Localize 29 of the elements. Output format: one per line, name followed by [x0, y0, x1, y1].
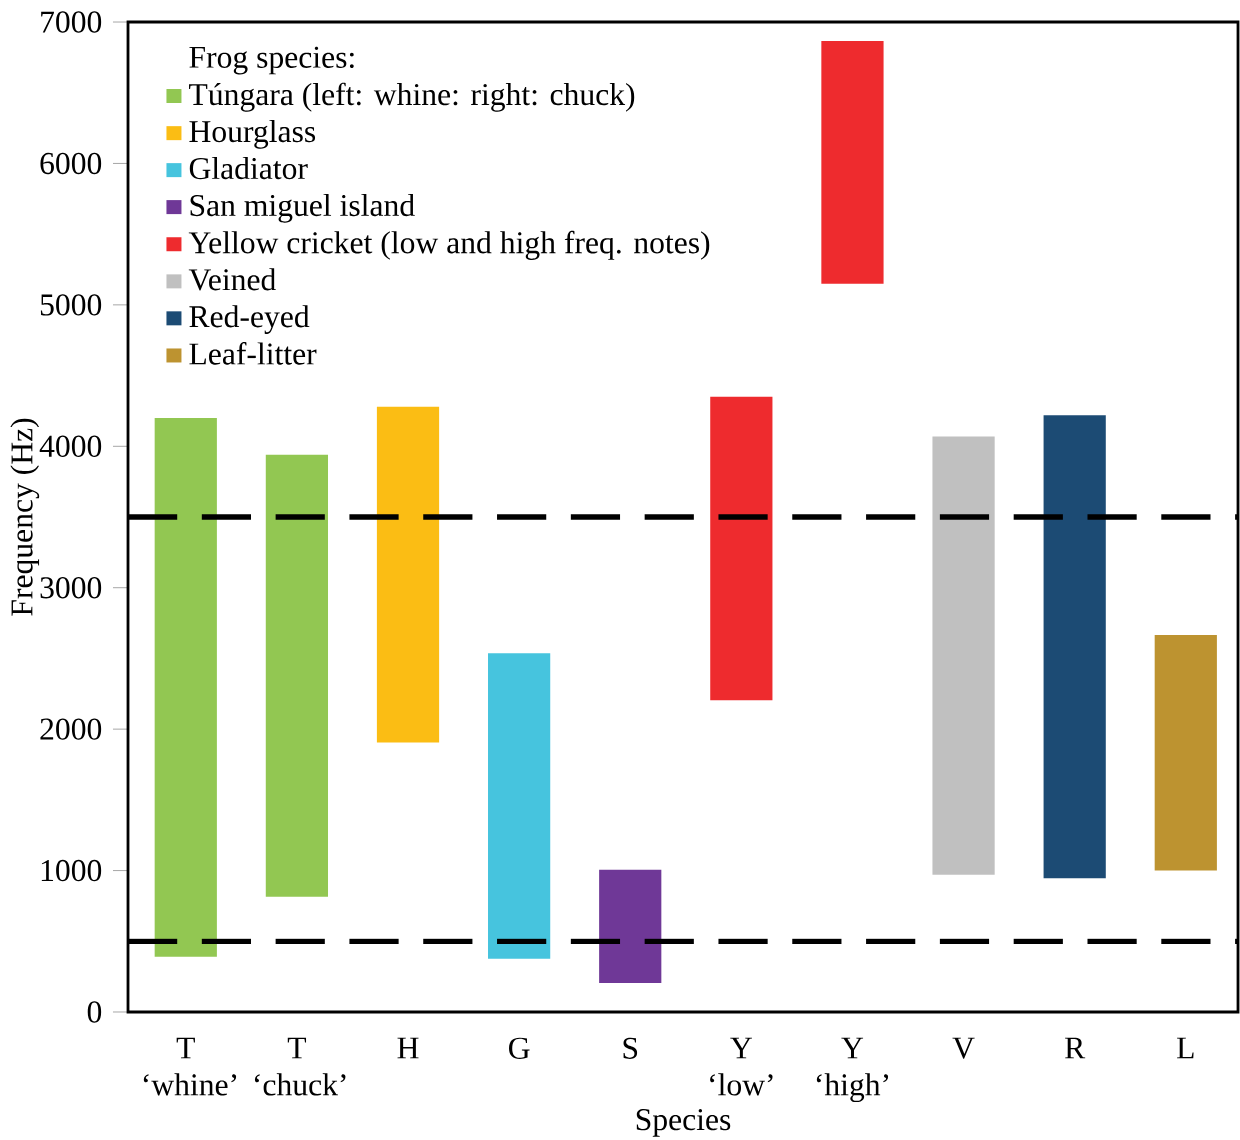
y-tick-label: 7000	[41, 11, 102, 33]
legend-label: Red-eyed	[189, 305, 310, 334]
y-tick-label: 2000	[40, 718, 102, 740]
legend-label: Túngara (left: whine: right: chuck)	[189, 82, 635, 112]
legend-label: Leaf-litter	[189, 342, 317, 365]
x-tick-label: G	[509, 1037, 530, 1059]
y-tick-label: 6000	[40, 152, 102, 175]
y-tick-label: 4000	[39, 435, 102, 457]
legend-label: Hourglass	[189, 119, 316, 149]
x-axis-title: Species	[636, 1109, 731, 1137]
legend-title: Frog species:	[189, 46, 354, 75]
x-tick-label: Y ‘low’	[710, 1037, 773, 1096]
y-axis-title: Frequency (Hz)	[10, 418, 40, 616]
legend-label: San miguel island	[190, 193, 415, 223]
y-tick-label: 5000	[40, 294, 102, 316]
legend-label: Gladiator	[189, 156, 308, 180]
x-tick-label: Y ‘high’	[816, 1037, 889, 1103]
x-tick-label: T ‘whine’	[143, 1037, 237, 1096]
legend-label: Veined	[188, 268, 276, 291]
x-tick-label: R	[1065, 1037, 1086, 1059]
y-tick-label: 3000	[40, 577, 102, 599]
x-tick-label: V	[952, 1037, 975, 1059]
y-tick-label: 0	[87, 1001, 102, 1023]
legend-label: Yellow cricket (low and high freq. notes)	[188, 230, 710, 260]
y-tick-label: 1000	[41, 859, 102, 882]
x-tick-label: S	[623, 1037, 638, 1059]
x-tick-label: L	[1177, 1037, 1194, 1059]
x-tick-label: T ‘chuck’	[254, 1037, 346, 1096]
x-tick-label: H	[397, 1037, 419, 1059]
